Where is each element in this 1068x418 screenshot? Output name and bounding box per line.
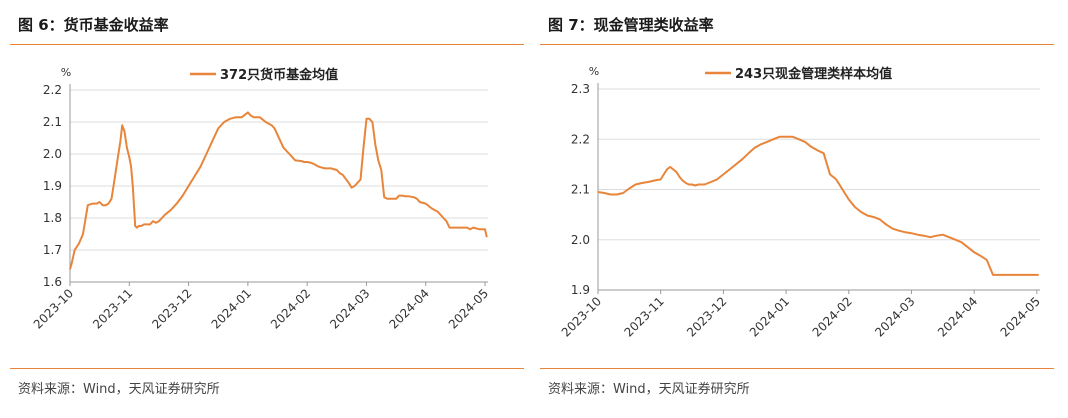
x-tick-label: 2024-05 bbox=[446, 286, 491, 331]
y-tick-label: 1.8 bbox=[43, 211, 62, 225]
title-divider bbox=[10, 44, 524, 45]
x-tick-label: 2024-05 bbox=[998, 294, 1043, 339]
x-tick-label: 2023-12 bbox=[684, 294, 729, 339]
x-tick-label: 2023-10 bbox=[31, 286, 76, 331]
x-tick-label: 2024-03 bbox=[327, 286, 372, 331]
x-tick-label: 2024-01 bbox=[209, 286, 254, 331]
x-tick-label: 2024-03 bbox=[872, 294, 917, 339]
x-tick-label: 2023-12 bbox=[149, 286, 194, 331]
chart-panel-left: 图 6：货币基金收益率 1.6 1.7 1.8 1.9 2.0 2.1 2.2% 2023-1… bbox=[10, 0, 524, 418]
y-tick-label: 2.2 bbox=[571, 132, 590, 146]
x-tick-label: 2023-11 bbox=[90, 286, 135, 331]
source-note: 资料来源：Wind，天风证券研究所 bbox=[548, 382, 750, 397]
series-line bbox=[597, 135, 1039, 276]
series-line bbox=[69, 111, 488, 270]
source-note: 资料来源：Wind，天风证券研究所 bbox=[18, 382, 220, 397]
x-tick-label: 2024-01 bbox=[747, 294, 792, 339]
y-tick-label: 1.6 bbox=[43, 275, 62, 289]
x-tick-label: 2024-04 bbox=[935, 294, 980, 339]
title-divider bbox=[540, 44, 1054, 45]
y-tick-label: 2.1 bbox=[571, 183, 590, 197]
y-tick-label: 2.0 bbox=[571, 233, 590, 247]
x-tick-label: 2024-02 bbox=[268, 286, 313, 331]
source-divider bbox=[10, 368, 524, 369]
line-chart-money-fund: 1.6 1.7 1.8 1.9 2.0 2.1 2.2% 2023-10 2023-11 2023… bbox=[31, 66, 491, 332]
figure-title: 图 7：现金管理类收益率 bbox=[548, 16, 714, 34]
y-tick-label: 2.2 bbox=[43, 83, 62, 97]
y-unit-label: % bbox=[61, 66, 71, 79]
y-tick-label: 1.9 bbox=[43, 179, 62, 193]
figure-title: 图 6：货币基金收益率 bbox=[18, 16, 169, 34]
chart-panel-right: 图 7：现金管理类收益率 1.9 2.0 2.1 2.2 2.3% 2023-10 2023… bbox=[540, 0, 1054, 418]
line-chart-cash-management: 1.9 2.0 2.1 2.2 2.3% 2023-10 2023-11 2023-12 202… bbox=[559, 65, 1043, 340]
legend-label: 372只货币基金均值 bbox=[220, 67, 338, 83]
x-tick-label: 2023-11 bbox=[621, 294, 666, 339]
x-tick-label: 2024-02 bbox=[810, 294, 855, 339]
y-unit-label: % bbox=[589, 65, 599, 78]
x-tick-label: 2024-04 bbox=[387, 286, 432, 331]
y-tick-label: 2.1 bbox=[43, 115, 62, 129]
y-tick-label: 1.7 bbox=[43, 243, 62, 257]
y-tick-label: 1.9 bbox=[571, 283, 590, 297]
y-tick-label: 2.3 bbox=[571, 82, 590, 96]
y-tick-label: 2.0 bbox=[43, 147, 62, 161]
x-tick-label: 2023-10 bbox=[559, 294, 604, 339]
legend-label: 243只现金管理类样本均值 bbox=[735, 66, 892, 82]
source-divider bbox=[540, 368, 1054, 369]
